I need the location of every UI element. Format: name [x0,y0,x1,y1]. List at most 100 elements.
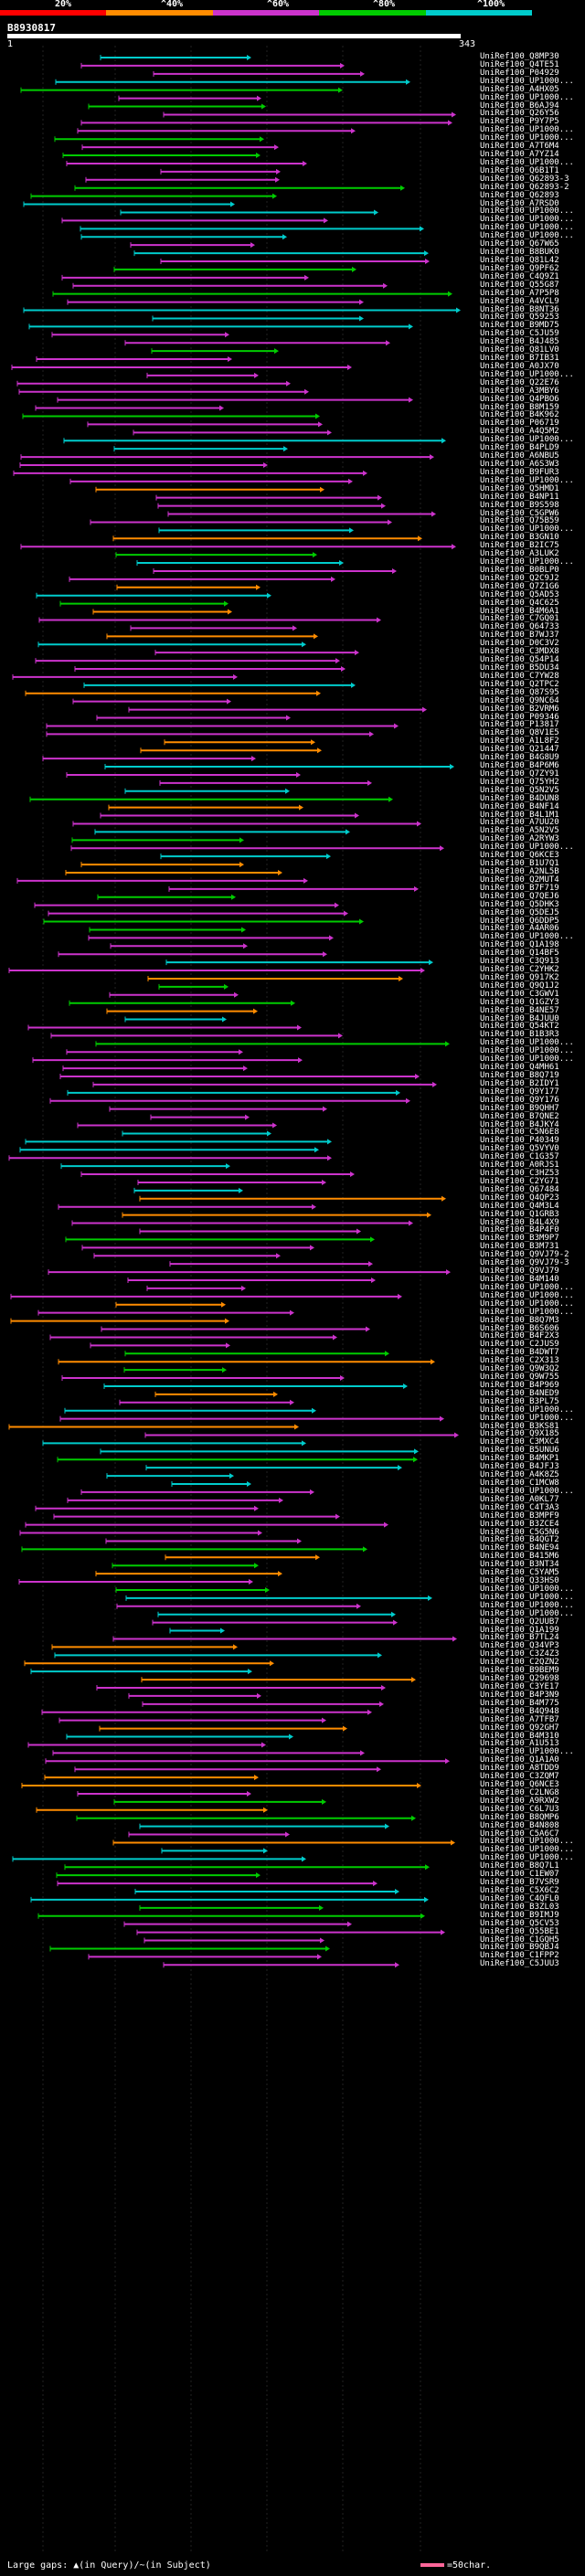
hit-label[interactable]: UniRef100_Q9VJ79 [480,1267,559,1277]
hit-label[interactable]: UniRef100_B8Q7M3 [480,1315,559,1325]
hit-label[interactable]: UniRef100_Q55G87 [480,280,559,290]
hit-label[interactable]: UniRef100_A4HX05 [480,84,559,94]
hit-label[interactable]: UniRef100_Q917K2 [480,972,559,982]
hit-label[interactable]: UniRef100_A0KL77 [480,1494,559,1504]
hit-label[interactable]: UniRef100_B8NT36 [480,304,559,314]
hit-label[interactable]: UniRef100_UP1000... [480,215,574,225]
hit-label[interactable]: UniRef100_Q14BF5 [480,949,559,959]
hit-label[interactable]: UniRef100_Q75YH2 [480,777,559,787]
hit-label[interactable]: UniRef100_UP1000... [480,557,574,567]
hit-label[interactable]: UniRef100_C1G357 [480,1152,559,1162]
hit-label[interactable]: UniRef100_B8Q719 [480,1071,559,1080]
hit-label[interactable]: UniRef100_B4DWT7 [480,1348,559,1358]
hit-label[interactable]: UniRef100_Q62893-3 [480,174,569,184]
hit-label[interactable]: UniRef100_UP1000... [480,1413,574,1423]
hit-label[interactable]: UniRef100_A7P5P8 [480,288,559,298]
hit-label[interactable]: UniRef100_C1GQH5 [480,1935,559,1945]
hit-label[interactable]: UniRef100_C3MDX8 [480,647,559,657]
hit-label[interactable]: UniRef100_UP1000... [480,1307,574,1317]
hit-label[interactable]: UniRef100_UP1000... [480,475,574,485]
hit-label[interactable]: UniRef100_A0RJS1 [480,1161,559,1171]
hit-label[interactable]: UniRef100_Q9W3Q2 [480,1364,559,1374]
hit-label[interactable]: UniRef100_B5UNU6 [480,1446,559,1456]
hit-label[interactable]: UniRef100_UP1000... [480,1486,574,1496]
hit-label[interactable]: UniRef100_B4M775 [480,1698,559,1708]
hit-label[interactable]: UniRef100_B4M310 [480,1731,559,1741]
hit-label[interactable]: UniRef100_B4L4X9 [480,1217,559,1227]
hit-label[interactable]: UniRef100_C6L7U3 [480,1804,559,1814]
hit-label[interactable]: UniRef100_A7TFB7 [480,1714,559,1724]
hit-label[interactable]: UniRef100_B5DU34 [480,663,559,673]
hit-label[interactable]: UniRef100_C4QFL0 [480,1893,559,1903]
hit-label[interactable]: UniRef100_A8TDD9 [480,1764,559,1774]
hit-label[interactable]: UniRef100_Q54KT2 [480,1022,559,1032]
hit-label[interactable]: UniRef100_B3NT34 [480,1560,559,1570]
hit-label[interactable]: UniRef100_C5A6C7 [480,1829,559,1839]
hit-label[interactable]: UniRef100_UP1000... [480,1845,574,1855]
hit-label[interactable]: UniRef100_A4K8Z5 [480,1470,559,1480]
hit-label[interactable]: UniRef100_B4NE94 [480,1543,559,1553]
hit-label[interactable]: UniRef100_UP1000... [480,76,574,86]
hit-label[interactable]: UniRef100_B4NED9 [480,1388,559,1398]
hit-label[interactable]: UniRef100_Q2UUB7 [480,1617,559,1627]
hit-label[interactable]: UniRef100_P09346 [480,712,559,722]
hit-label[interactable]: UniRef100_B6S606 [480,1323,559,1333]
hit-label[interactable]: UniRef100_C5GPW6 [480,508,559,518]
hit-label[interactable]: UniRef100_Q81L42 [480,256,559,265]
hit-label[interactable]: UniRef100_UP1000... [480,231,574,241]
hit-label[interactable]: UniRef100_C5JUU3 [480,1959,559,1969]
hit-label[interactable]: UniRef100_Q9W755 [480,1373,559,1383]
hit-label[interactable]: UniRef100_Q55BE1 [480,1926,559,1936]
hit-label[interactable]: UniRef100_B4NE57 [480,1005,559,1015]
hit-label[interactable]: UniRef100_Q5N2V5 [480,785,559,795]
hit-label[interactable]: UniRef100_C2LNG8 [480,1787,559,1797]
hit-label[interactable]: UniRef100_Q87S95 [480,687,559,697]
hit-label[interactable]: UniRef100_Q64733 [480,622,559,632]
hit-label[interactable]: UniRef100_B4P6M6 [480,761,559,771]
hit-label[interactable]: UniRef100_B7IB31 [480,354,559,364]
hit-label[interactable]: UniRef100_C3GWV1 [480,989,559,999]
hit-label[interactable]: UniRef100_UP1000... [480,223,574,233]
hit-label[interactable]: UniRef100_Q29698 [480,1674,559,1684]
hit-label[interactable]: UniRef100_C7YW28 [480,671,559,681]
hit-label[interactable]: UniRef100_A6S3W3 [480,460,559,469]
hit-label[interactable]: UniRef100_Q9PF62 [480,263,559,273]
hit-label[interactable]: UniRef100_Q4M3L4 [480,1201,559,1211]
hit-label[interactable]: UniRef100_B4NF14 [480,801,559,811]
hit-label[interactable]: UniRef100_Q4C625 [480,598,559,608]
hit-label[interactable]: UniRef100_UP1000... [480,843,574,853]
hit-label[interactable]: UniRef100_A7UU20 [480,818,559,828]
hit-label[interactable]: UniRef100_B8M159 [480,402,559,412]
hit-label[interactable]: UniRef100_B9S598 [480,500,559,510]
hit-label[interactable]: UniRef100_B4P3N9 [480,1690,559,1700]
hit-label[interactable]: UniRef100_A1L8F2 [480,737,559,747]
hit-label[interactable]: UniRef100_UP1000... [480,525,574,535]
hit-label[interactable]: UniRef100_Q33HS0 [480,1576,559,1586]
hit-label[interactable]: UniRef100_C3ZQM7 [480,1772,559,1782]
hit-label[interactable]: UniRef100_UP1000... [480,1608,574,1618]
hit-label[interactable]: UniRef100_Q62893-2 [480,182,569,192]
hit-label[interactable]: UniRef100_UP1000... [480,435,574,445]
hit-label[interactable]: UniRef100_Q9X185 [480,1429,559,1439]
hit-label[interactable]: UniRef100_B4PLD9 [480,443,559,453]
hit-label[interactable]: UniRef100_Q2MUT4 [480,875,559,885]
hit-label[interactable]: UniRef100_A4AR06 [480,924,559,934]
hit-label[interactable]: UniRef100_P06719 [480,419,559,429]
hit-label[interactable]: UniRef100_B9QBJ4 [480,1943,559,1953]
hit-label[interactable]: UniRef100_Q22E76 [480,377,559,387]
hit-label[interactable]: UniRef100_A1U513 [480,1739,559,1749]
hit-label[interactable]: UniRef100_Q67484 [480,1184,559,1194]
hit-label[interactable]: UniRef100_UP1000... [480,125,574,135]
hit-label[interactable]: UniRef100_A5N2V5 [480,826,559,836]
hit-label[interactable]: UniRef100_B9BEM9 [480,1666,559,1676]
hit-label[interactable]: UniRef100_P40349 [480,1136,559,1146]
hit-label[interactable]: UniRef100_UP1000... [480,1038,574,1048]
hit-label[interactable]: UniRef100_C5G5N6 [480,1527,559,1537]
hit-label[interactable]: UniRef100_Q7Z1G6 [480,581,559,591]
hit-label[interactable]: UniRef100_Q81LV0 [480,345,559,355]
hit-label[interactable]: UniRef100_Q2C9J2 [480,573,559,583]
hit-label[interactable]: UniRef100_B4NP11 [480,492,559,502]
hit-label[interactable]: UniRef100_Q2TPC2 [480,679,559,689]
hit-label[interactable]: UniRef100_A7RSD0 [480,198,559,208]
hit-label[interactable]: UniRef100_Q21447 [480,745,559,755]
